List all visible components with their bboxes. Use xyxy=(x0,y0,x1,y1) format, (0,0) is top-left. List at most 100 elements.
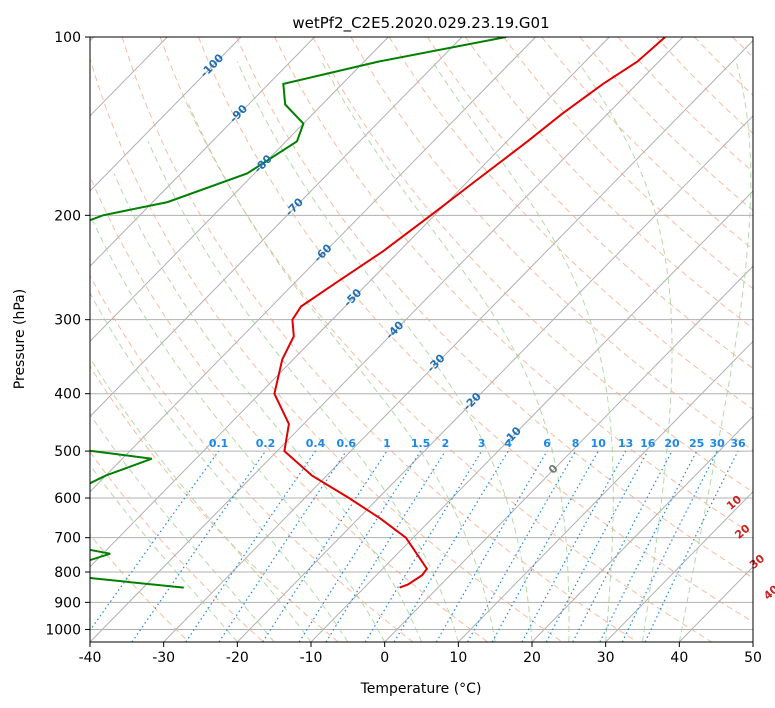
moist-adiabat xyxy=(90,213,386,642)
mixing-ratio-line xyxy=(393,450,509,642)
isotherm-line xyxy=(384,265,753,642)
mixing-ratio-label: 2 xyxy=(442,437,450,450)
mixing-ratio-line xyxy=(185,450,316,642)
isotherm-line xyxy=(163,39,753,642)
moist-adiabat xyxy=(90,464,238,642)
isotherm-line xyxy=(90,37,684,642)
y-axis-label: Pressure (hPa) xyxy=(12,289,28,389)
y-tick-label: 100 xyxy=(54,30,81,46)
dry-adiabat xyxy=(121,37,638,642)
dry-adiabat xyxy=(236,37,753,579)
isotherm-line xyxy=(90,37,610,568)
dry-adiabat-label: 10 xyxy=(724,493,744,513)
x-tick-label: 10 xyxy=(449,650,467,666)
plot-frame xyxy=(89,36,754,643)
moist-adiabat xyxy=(188,104,496,642)
dry-adiabat xyxy=(197,37,753,623)
isotherm-line xyxy=(752,641,753,642)
dry-adiabat xyxy=(274,37,753,536)
dry-adiabat xyxy=(312,37,753,493)
dry-adiabat xyxy=(771,37,775,642)
moist-adiabat xyxy=(90,292,349,642)
dry-adiabat-label: 40 xyxy=(761,582,775,602)
isotherm-line xyxy=(531,415,753,642)
dry-adiabat xyxy=(90,175,488,642)
dry-adiabat-label: 30 xyxy=(747,552,767,572)
background-grid xyxy=(90,37,775,642)
mixing-ratio-label: 0.1 xyxy=(209,437,229,450)
dry-adiabat xyxy=(90,274,414,642)
y-tick-label: 300 xyxy=(54,313,81,329)
x-axis-label: Temperature (°C) xyxy=(360,681,482,697)
mixing-ratio-label: 30 xyxy=(710,437,726,450)
dry-adiabat xyxy=(655,37,753,135)
dry-adiabat xyxy=(159,37,712,642)
mixing-ratio-label: 1 xyxy=(383,437,391,450)
mixing-ratio-line xyxy=(644,450,739,642)
isotherm-line xyxy=(236,115,753,642)
dry-adiabat xyxy=(579,37,753,212)
mixing-ratio-line xyxy=(298,450,422,642)
isotherm-line xyxy=(90,37,463,418)
moist-adiabat xyxy=(321,61,570,642)
mixing-ratio-label: 10 xyxy=(591,437,607,450)
dewpoint-profile xyxy=(90,37,507,589)
mixing-ratio-label: 0.4 xyxy=(306,437,326,450)
chart-title: wetPf2_C2E5.2020.029.23.19.G01 xyxy=(292,14,549,33)
moist-adiabat xyxy=(577,61,673,642)
dry-adiabat xyxy=(426,37,753,370)
isotherm-line xyxy=(90,37,242,192)
mixing-ratio-label: 16 xyxy=(640,437,656,450)
y-tick-label: 700 xyxy=(54,531,81,547)
mixing-ratio-label: 8 xyxy=(572,437,580,450)
isotherm-line xyxy=(90,37,536,493)
axes: -40 -30 -20 -10 0 10 20 30 40 5010020030040050060… xyxy=(45,30,762,666)
mixing-ratio-label: 3 xyxy=(478,437,486,450)
y-tick-label: 200 xyxy=(54,208,81,224)
mixing-ratio-label: 0.6 xyxy=(337,437,357,450)
moist-adiabat xyxy=(678,61,752,642)
mixing-ratio-line xyxy=(599,450,698,642)
mixing-ratio-line xyxy=(545,450,649,642)
y-tick-label: 400 xyxy=(54,387,81,403)
dry-adiabat-label: 20 xyxy=(732,522,752,542)
series-lines xyxy=(90,37,666,589)
isotherm-line xyxy=(678,566,753,642)
mixing-ratio-line xyxy=(521,450,627,642)
y-tick-label: 500 xyxy=(54,444,81,460)
moist-adiabat xyxy=(236,61,533,642)
dry-adiabat xyxy=(350,37,753,451)
mixing-ratio-line xyxy=(364,450,483,642)
dry-adiabat xyxy=(694,37,753,96)
x-tick-label: 30 xyxy=(597,650,615,666)
moist-adiabat xyxy=(113,173,422,642)
x-tick-label: -40 xyxy=(79,650,102,666)
mixing-ratio-label: 0.2 xyxy=(256,437,276,450)
isotherm-line xyxy=(310,190,753,642)
dry-adiabat xyxy=(503,37,753,290)
mixing-ratio-label: 1.5 xyxy=(411,437,431,450)
x-tick-label: -20 xyxy=(226,650,249,666)
y-tick-label: 600 xyxy=(54,491,81,507)
y-tick-label: 800 xyxy=(54,565,81,581)
temperature-profile xyxy=(273,37,666,589)
x-tick-label: 20 xyxy=(523,650,541,666)
mixing-ratio-line xyxy=(435,450,548,642)
dry-adiabat xyxy=(90,451,264,642)
mixing-ratio-label: 36 xyxy=(730,437,746,450)
mixing-ratio-label: 13 xyxy=(618,437,633,450)
isopleth-labels: 0.1 0.2 0.4 0.6 1 1.5 2 3 4 6 8 10 13 16 20 25 30 36-100-… xyxy=(198,51,775,602)
x-tick-label: 0 xyxy=(380,650,389,666)
mixing-ratio-label: 20 xyxy=(664,437,680,450)
dry-adiabat xyxy=(90,56,563,642)
mixing-ratio-line xyxy=(131,450,266,642)
moist-adiabat xyxy=(147,141,459,642)
isotherm-line xyxy=(605,490,753,642)
dry-adiabat xyxy=(465,37,753,329)
dry-adiabat xyxy=(90,533,190,642)
dry-adiabat xyxy=(90,365,339,642)
mixing-ratio-label: 6 xyxy=(543,437,551,450)
moist-adiabat xyxy=(90,413,275,642)
mixing-ratio-line xyxy=(90,450,220,632)
